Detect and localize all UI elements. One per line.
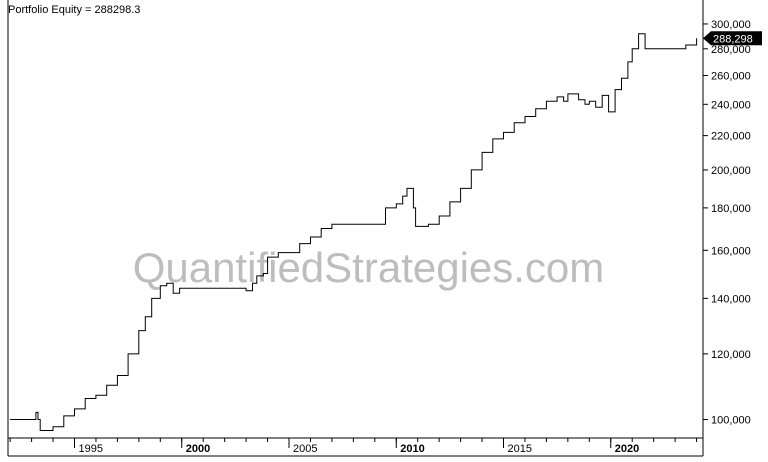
y-tick-label: 100,000 bbox=[711, 415, 751, 427]
watermark-text: QuantifiedStrategies.com bbox=[133, 244, 605, 291]
chart-title: Portfolio Equity = 288298.3 bbox=[8, 4, 141, 16]
y-tick-label: 260,000 bbox=[711, 70, 751, 82]
x-tick-label: 2020 bbox=[615, 443, 639, 455]
last-value-tag bbox=[703, 31, 762, 46]
y-tick-label: 300,000 bbox=[711, 19, 751, 31]
y-tick-label: 120,000 bbox=[711, 349, 751, 361]
y-tick-label: 140,000 bbox=[711, 293, 751, 305]
watermark-layer: QuantifiedStrategies.com bbox=[133, 244, 605, 291]
frame-layer bbox=[7, 0, 704, 457]
y-tick-label: 240,000 bbox=[711, 99, 751, 111]
axis-layer: 100,000 120,000 140,000 160,000 180,000 200,0… bbox=[9, 19, 751, 455]
y-tick-label: 280,000 bbox=[711, 44, 751, 56]
equity-line bbox=[10, 33, 698, 431]
y-tick-label: 220,000 bbox=[711, 131, 751, 143]
x-tick-label: 2005 bbox=[293, 443, 317, 455]
series-layer bbox=[10, 33, 698, 431]
last-value-label: 288,298 bbox=[713, 33, 753, 45]
y-tick-label: 160,000 bbox=[711, 245, 751, 257]
x-tick-label: 2000 bbox=[186, 443, 210, 455]
y-tick-label: 180,000 bbox=[711, 203, 751, 215]
x-tick-label: 2010 bbox=[400, 443, 424, 455]
x-tick-label: 2015 bbox=[508, 443, 532, 455]
last-value-layer: 288,298 bbox=[703, 31, 762, 46]
y-tick-label: 200,000 bbox=[711, 165, 751, 177]
x-tick-label: 1995 bbox=[78, 443, 102, 455]
